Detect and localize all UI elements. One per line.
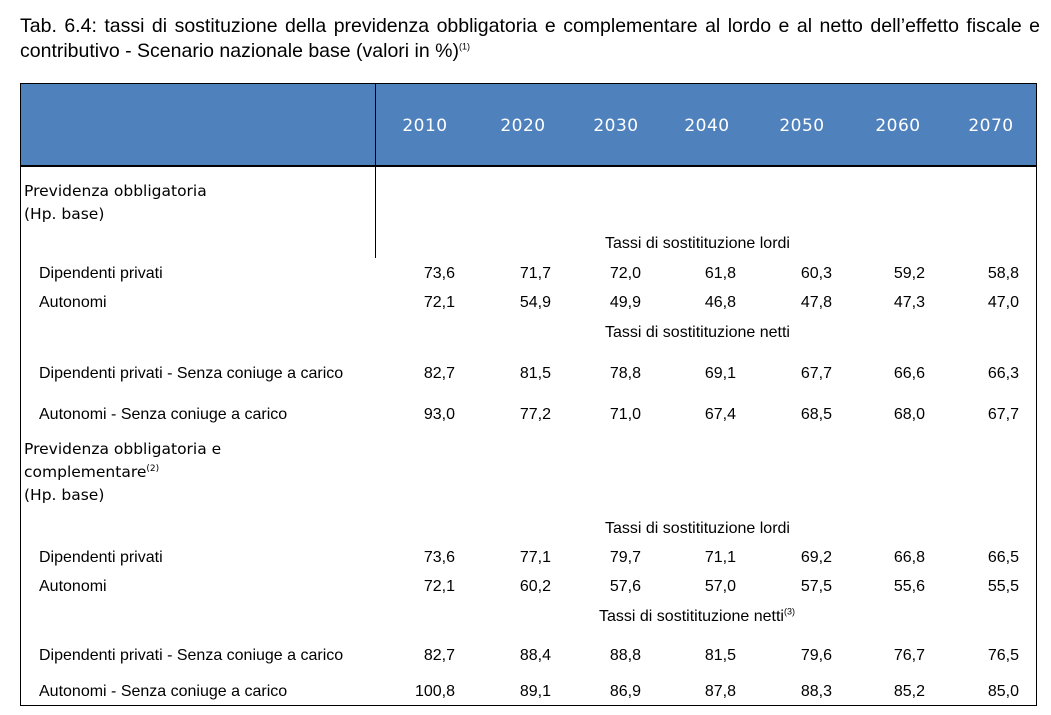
cell: 66,6 — [893, 365, 925, 382]
cell: 72,1 — [423, 578, 455, 595]
cell: 87,8 — [704, 683, 736, 700]
cell: 67,4 — [704, 406, 736, 423]
cell: 76,7 — [893, 647, 925, 664]
col-header-2050: 2050 — [779, 116, 825, 136]
row-label: Dipendenti privati — [39, 549, 163, 566]
row-label: Autonomi — [39, 294, 107, 311]
cell: 54,9 — [519, 294, 551, 311]
table-title: Tab. 6.4: tassi di sostituzione della pr… — [20, 14, 1040, 64]
row-label: Autonomi — [39, 578, 107, 595]
row-label: Dipendenti privati — [39, 265, 163, 282]
row-label: Autonomi - Senza coniuge a carico — [39, 406, 288, 423]
cell: 67,7 — [987, 406, 1019, 423]
cell: 85,2 — [893, 683, 925, 700]
col-header-2070: 2070 — [968, 116, 1014, 136]
table-header: 2010 2020 2030 2040 2050 2060 2070 — [21, 84, 1036, 167]
cell: 69,1 — [704, 365, 736, 382]
cell: 79,7 — [609, 549, 641, 566]
section-heading-obbligatoria: Previdenza obbligatoria (Hp. base) — [24, 180, 207, 226]
subheading-lordi: Tassi di sostitituzione lordi — [605, 520, 790, 537]
cell: 82,7 — [423, 647, 455, 664]
row-label: Autonomi - Senza coniuge a carico — [39, 683, 288, 700]
cell: 66,8 — [893, 549, 925, 566]
body-divider — [375, 167, 376, 258]
col-header-2040: 2040 — [684, 116, 730, 136]
cell: 88,8 — [609, 647, 641, 664]
cell: 81,5 — [704, 647, 736, 664]
title-footnote-ref: (1) — [458, 41, 470, 52]
cell: 82,7 — [423, 365, 455, 382]
section-heading-complementare: Previdenza obbligatoria e complementare(… — [24, 438, 221, 507]
cell: 49,9 — [609, 294, 641, 311]
subheading-lordi: Tassi di sostitituzione lordi — [605, 235, 790, 252]
cell: 57,0 — [704, 578, 736, 595]
row-label: Dipendenti privati - Senza coniuge a car… — [39, 647, 344, 664]
cell: 71,0 — [609, 406, 641, 423]
cell: 66,3 — [987, 365, 1019, 382]
col-header-2030: 2030 — [593, 116, 639, 136]
cell: 57,5 — [800, 578, 832, 595]
cell: 79,6 — [800, 647, 832, 664]
subheading-netti: Tassi di sostitituzione netti(3) — [599, 606, 795, 625]
cell: 59,2 — [893, 265, 925, 282]
cell: 71,1 — [704, 549, 736, 566]
header-divider — [375, 84, 376, 167]
cell: 47,3 — [893, 294, 925, 311]
section-heading-line: (Hp. base) — [24, 486, 105, 504]
cell: 55,6 — [893, 578, 925, 595]
cell: 72,1 — [423, 294, 455, 311]
col-header-2020: 2020 — [500, 116, 546, 136]
cell: 58,8 — [987, 265, 1019, 282]
cell: 68,5 — [800, 406, 832, 423]
col-header-2060: 2060 — [875, 116, 921, 136]
row-label: Dipendenti privati - Senza coniuge a car… — [39, 365, 344, 382]
cell: 89,1 — [519, 683, 551, 700]
cell: 93,0 — [423, 406, 455, 423]
cell: 46,8 — [704, 294, 736, 311]
cell: 77,2 — [519, 406, 551, 423]
section-heading-line: Previdenza obbligatoria — [24, 182, 207, 200]
cell: 85,0 — [987, 683, 1019, 700]
cell: 72,0 — [609, 265, 641, 282]
cell: 47,8 — [800, 294, 832, 311]
cell: 76,5 — [987, 647, 1019, 664]
cell: 81,5 — [519, 365, 551, 382]
cell: 57,6 — [609, 578, 641, 595]
cell: 88,3 — [800, 683, 832, 700]
title-text: Tab. 6.4: tassi di sostituzione della pr… — [20, 15, 1040, 62]
cell: 66,5 — [987, 549, 1019, 566]
section-heading-line-with-note: complementare(2) — [24, 463, 160, 481]
cell: 47,0 — [987, 294, 1019, 311]
cell: 61,8 — [704, 265, 736, 282]
section-heading-line: (Hp. base) — [24, 205, 105, 223]
cell: 78,8 — [609, 365, 641, 382]
section-heading-line: Previdenza obbligatoria e — [24, 440, 222, 458]
cell: 73,6 — [423, 549, 455, 566]
cell: 67,7 — [800, 365, 832, 382]
cell: 73,6 — [423, 265, 455, 282]
data-table: 2010 2020 2030 2040 2050 2060 2070 Previ… — [20, 83, 1037, 706]
cell: 88,4 — [519, 647, 551, 664]
cell: 55,5 — [987, 578, 1019, 595]
cell: 86,9 — [609, 683, 641, 700]
subheading-netti: Tassi di sostitituzione netti — [605, 324, 790, 341]
cell: 77,1 — [519, 549, 551, 566]
col-header-2010: 2010 — [402, 116, 448, 136]
cell: 69,2 — [800, 549, 832, 566]
cell: 60,2 — [519, 578, 551, 595]
cell: 71,7 — [519, 265, 551, 282]
cell: 60,3 — [800, 265, 832, 282]
cell: 100,8 — [414, 683, 455, 700]
cell: 68,0 — [893, 406, 925, 423]
